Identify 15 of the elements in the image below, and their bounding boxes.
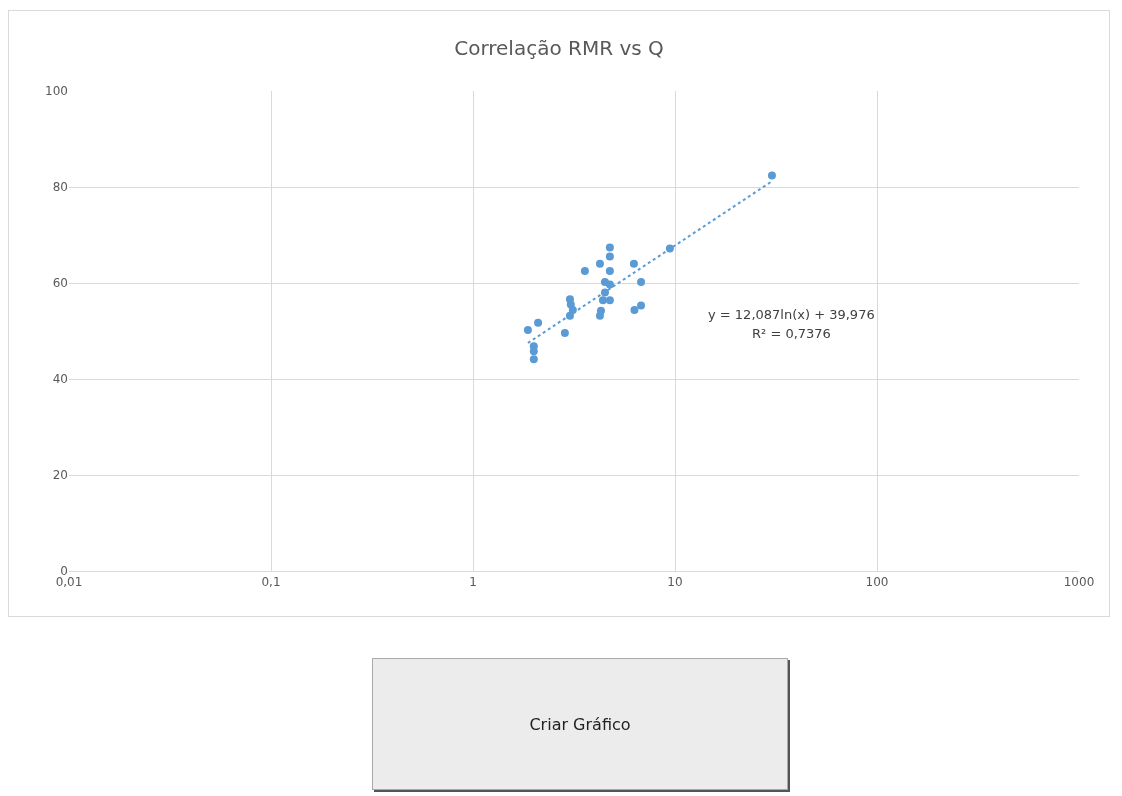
button: Criar Gráfico [372,658,788,790]
x-tick-label: 0,1 [261,575,281,590]
x-tick-label: 1000 [1063,575,1095,590]
y-tick-label: 80 [52,180,68,195]
y-tick-label: 20 [52,468,68,483]
x-tick-label: 100 [865,575,889,590]
y-tick-label: 60 [52,276,68,291]
annotation: R² = 0,7376 [752,326,831,341]
chart-title: Correlação RMR vs Q [454,36,664,61]
x-tick-label: 10 [667,575,683,590]
x-tick-label: 0,01 [55,575,83,590]
x-tick-label: 1 [469,575,477,590]
y-tick-label: 40 [52,372,68,387]
annotation: y = 12,087ln(x) + 39,976 [708,307,875,322]
y-tick-label: 100 [45,84,68,99]
